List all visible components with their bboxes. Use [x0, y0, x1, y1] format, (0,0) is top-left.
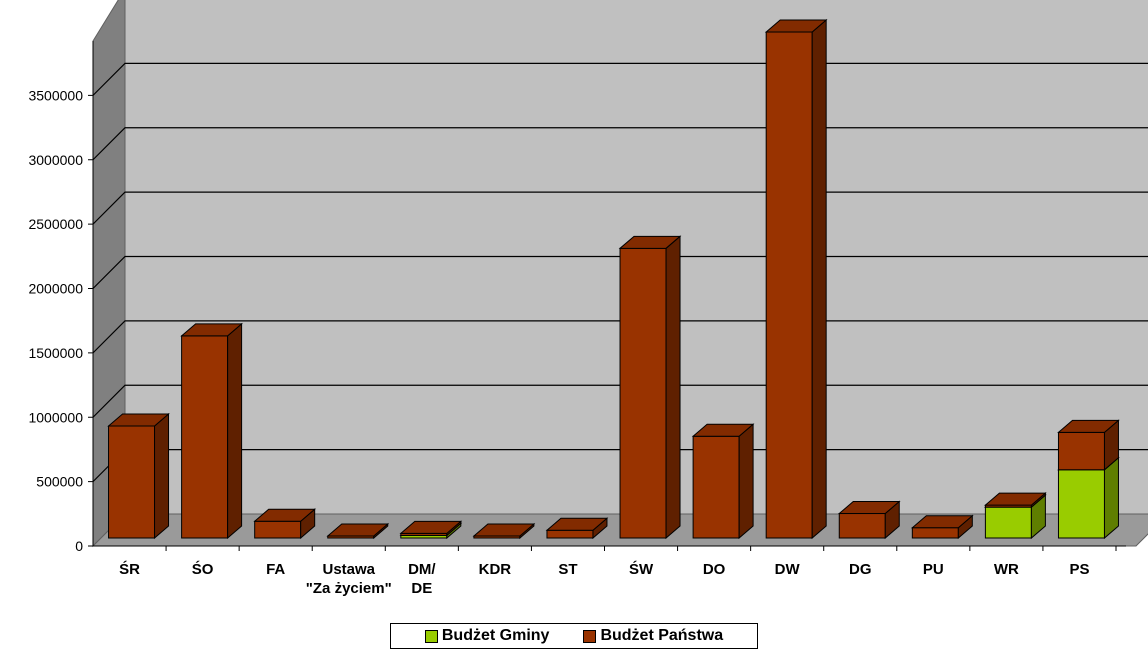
- y-tick-label: 2000000: [28, 281, 83, 297]
- y-tick-label: 1500000: [28, 345, 83, 361]
- x-tick-label: DO: [703, 561, 726, 578]
- bar-panstwa: [326, 522, 390, 540]
- bar-panstwa: [472, 522, 536, 540]
- bar-front: [546, 529, 594, 539]
- legend-label-gminy: Budżet Gminy: [441, 627, 550, 644]
- bar-panstwa: [618, 235, 682, 540]
- legend-item-panstwa: Budżet Państwa: [583, 627, 723, 645]
- x-tick-label: ŚW: [629, 560, 654, 578]
- x-tick-label: Ustawa "Za życiem": [306, 561, 392, 597]
- bar-panstwa: [253, 508, 317, 540]
- bar-front: [692, 435, 740, 539]
- bar-top: [984, 492, 1047, 506]
- y-tick-label: 3500000: [28, 87, 83, 103]
- bar-front: [1057, 469, 1105, 539]
- x-tick-label: ŚO: [192, 560, 214, 578]
- x-tick-label: DW: [775, 561, 801, 578]
- bar-side: [154, 412, 170, 540]
- bar-top: [399, 520, 463, 534]
- bar-top: [764, 19, 828, 33]
- bar-side: [738, 423, 754, 540]
- bar-front: [254, 520, 302, 539]
- x-tick-label: WR: [994, 561, 1019, 578]
- bar-front: [911, 527, 959, 539]
- bar-front: [181, 335, 229, 539]
- x-tick-label: PU: [923, 561, 944, 578]
- bar-panstwa: [107, 412, 170, 540]
- bar-front: [765, 31, 813, 539]
- bar-panstwa: [399, 520, 463, 537]
- bar-top: [253, 508, 317, 522]
- y-tick-label: 2500000: [28, 216, 83, 232]
- x-tick-label: DG: [849, 561, 872, 578]
- bar-panstwa: [1057, 419, 1120, 471]
- x-tick-label: ŚR: [119, 560, 140, 578]
- bar-top: [326, 523, 390, 537]
- bar-front: [108, 425, 156, 539]
- bar-panstwa: [545, 517, 609, 540]
- y-axis: 0 500000 1000000 1500000 2000000 2500000 30000…: [28, 41, 94, 554]
- bar-top: [1057, 419, 1120, 433]
- x-tick-label: KDR: [479, 561, 512, 578]
- bar-side: [227, 322, 243, 540]
- x-tick-label: DM/DE: [408, 561, 436, 597]
- bar-top: [910, 515, 974, 529]
- chart-legend: Budżet Gminy Budżet Państwa: [390, 623, 758, 649]
- bar-front: [984, 506, 1032, 539]
- chart-bars: [107, 18, 1120, 540]
- legend-item-gminy: Budżet Gminy: [424, 627, 550, 645]
- bar-side: [811, 18, 827, 540]
- bar-top: [691, 423, 755, 437]
- legend-label-panstwa: Budżet Państwa: [600, 627, 724, 644]
- bar-top: [180, 323, 243, 337]
- x-axis: ŚR ŚO FA Ustawa "Za życiem" DM/DE KDR ST ŚW DO DW D…: [93, 545, 1126, 597]
- legend-swatch-gminy: [424, 629, 438, 643]
- bar-top: [472, 523, 536, 537]
- bar-panstwa: [180, 322, 243, 540]
- x-tick-label: ST: [558, 561, 577, 578]
- bar-top: [837, 501, 901, 515]
- bar-front: [838, 513, 886, 539]
- bar-front: [1057, 431, 1105, 471]
- bar-panstwa: [691, 423, 755, 540]
- x-tick-label: FA: [266, 561, 285, 578]
- bar-front: [619, 247, 667, 539]
- y-tick-label: 1000000: [28, 409, 83, 425]
- bar-side: [665, 235, 681, 540]
- bar-top: [618, 235, 682, 249]
- x-tick-label: PS: [1069, 561, 1089, 578]
- bar-panstwa: [764, 18, 828, 540]
- y-tick-label: 500000: [36, 474, 83, 490]
- bar-panstwa: [910, 514, 974, 540]
- legend-swatch-panstwa: [583, 629, 597, 643]
- bar-side: [1103, 456, 1119, 540]
- bar-top: [107, 413, 170, 427]
- bar-panstwa: [837, 500, 901, 540]
- bar-top: [545, 517, 609, 531]
- y-tick-label: 0: [75, 538, 83, 554]
- bar-panstwa: [984, 492, 1047, 509]
- y-tick-label: 3000000: [28, 152, 83, 168]
